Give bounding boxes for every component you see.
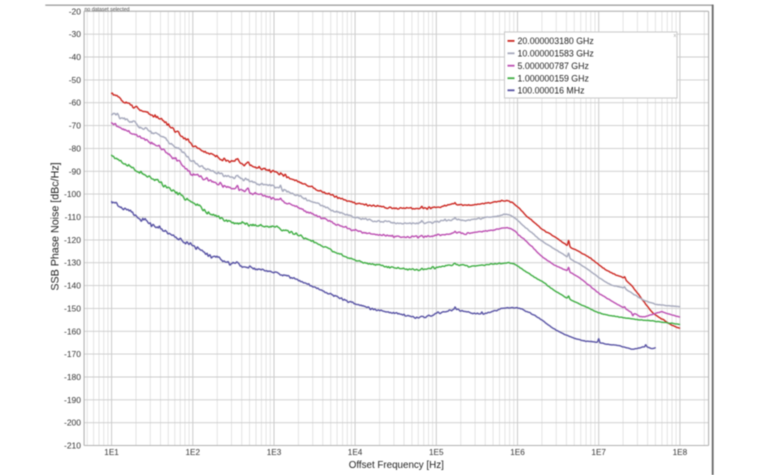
- svg-text:-50: -50: [69, 75, 82, 85]
- svg-text:1E8: 1E8: [673, 448, 688, 457]
- svg-text:1E4: 1E4: [348, 448, 363, 457]
- svg-text:-110: -110: [65, 212, 82, 222]
- svg-text:-150: -150: [64, 303, 81, 313]
- svg-text:1E5: 1E5: [429, 448, 444, 457]
- svg-text:10.000001583 GHz: 10.000001583 GHz: [518, 48, 594, 58]
- svg-text:-40: -40: [69, 52, 82, 62]
- svg-text:-210: -210: [64, 441, 81, 451]
- svg-text:-140: -140: [64, 281, 81, 291]
- svg-text:-200: -200: [64, 418, 81, 428]
- svg-text:-60: -60: [69, 98, 82, 108]
- svg-text:no dataset selected: no dataset selected: [85, 7, 130, 13]
- svg-text:-170: -170: [64, 349, 81, 359]
- svg-text:5.000000787 GHz: 5.000000787 GHz: [518, 61, 589, 71]
- svg-text:x: x: [674, 33, 677, 39]
- svg-text:-190: -190: [64, 395, 81, 405]
- svg-text:20.000003180 GHz: 20.000003180 GHz: [518, 36, 594, 46]
- svg-text:-70: -70: [69, 121, 82, 131]
- svg-text:SSB Phase Noise [dBc/Hz]: SSB Phase Noise [dBc/Hz]: [50, 162, 62, 290]
- svg-text:-80: -80: [69, 143, 82, 153]
- svg-text:1E3: 1E3: [267, 448, 282, 457]
- svg-text:-90: -90: [69, 166, 82, 176]
- svg-text:1.000000159 GHz: 1.000000159 GHz: [518, 73, 589, 83]
- svg-text:-100: -100: [64, 189, 81, 199]
- svg-text:1E2: 1E2: [186, 448, 201, 457]
- svg-text:1E6: 1E6: [510, 448, 525, 457]
- svg-text:-180: -180: [64, 372, 81, 382]
- svg-text:Offset Frequency [Hz]: Offset Frequency [Hz]: [349, 460, 444, 471]
- svg-text:-130: -130: [64, 258, 81, 268]
- svg-text:-120: -120: [64, 235, 81, 245]
- svg-text:-30: -30: [69, 29, 82, 39]
- svg-text:1E1: 1E1: [104, 448, 119, 457]
- svg-text:-160: -160: [64, 326, 81, 336]
- svg-text:100.000016 MHz: 100.000016 MHz: [518, 85, 585, 95]
- svg-text:1E7: 1E7: [591, 448, 606, 457]
- svg-text:-20: -20: [69, 6, 82, 16]
